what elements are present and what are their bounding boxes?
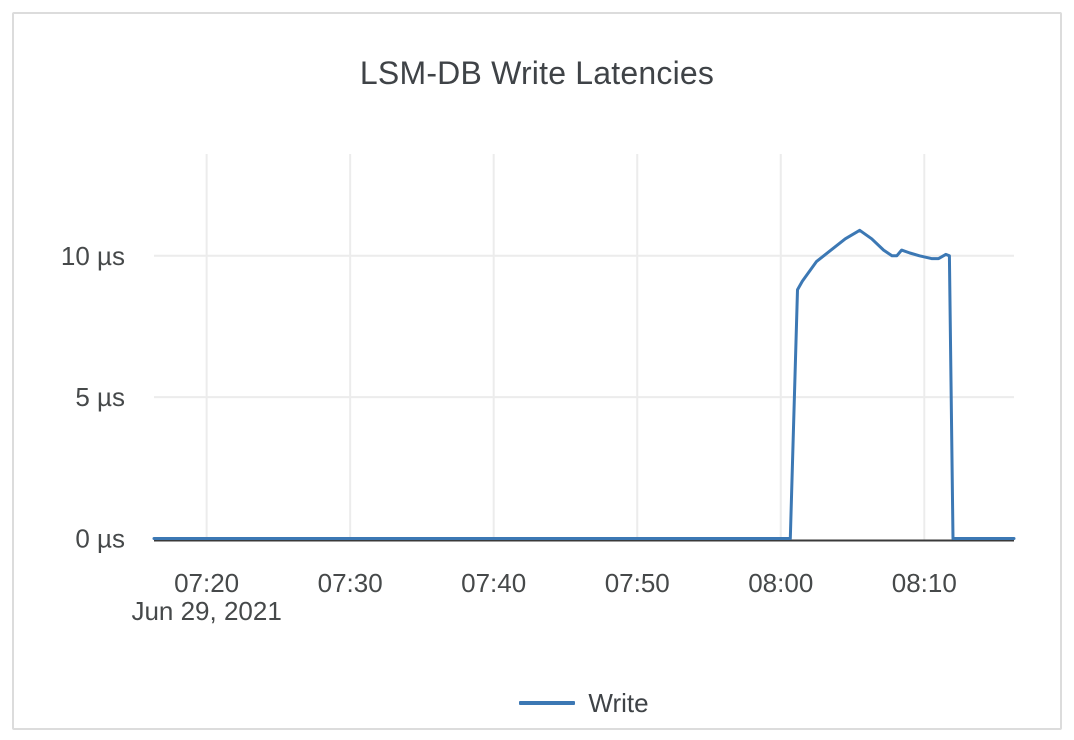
- x-tick-label: 07:30: [318, 568, 383, 598]
- chart-card: LSM-DB Write Latencies 0 µs 5 µs 10 µs 07:2…: [12, 12, 1062, 730]
- x-tick-label: 07:20: [174, 568, 239, 598]
- legend-line-swatch: [519, 701, 576, 705]
- legend-label: Write: [588, 687, 649, 718]
- series-line-write: [152, 228, 1016, 540]
- y-tick-label: 5 µs: [75, 382, 125, 412]
- y-tick-label: 10 µs: [61, 241, 125, 271]
- x-tick-label: 07:50: [605, 568, 670, 598]
- chart-title: LSM-DB Write Latencies: [359, 55, 715, 91]
- y-tick-label: 0 µs: [75, 524, 125, 554]
- x-tick-label: 07:40: [461, 568, 526, 598]
- x-date-label: Jun 29, 2021: [131, 596, 281, 626]
- x-tick-label: 08:10: [892, 568, 957, 598]
- legend-item-write[interactable]: Write: [519, 687, 649, 719]
- latency-line-chart[interactable]: 0 µs 5 µs 10 µs 07:20 07:30 07:40 07:50 08:00 08…: [14, 14, 1060, 662]
- x-tick-label: 08:00: [748, 568, 813, 598]
- chart-legend: Write: [154, 688, 1014, 718]
